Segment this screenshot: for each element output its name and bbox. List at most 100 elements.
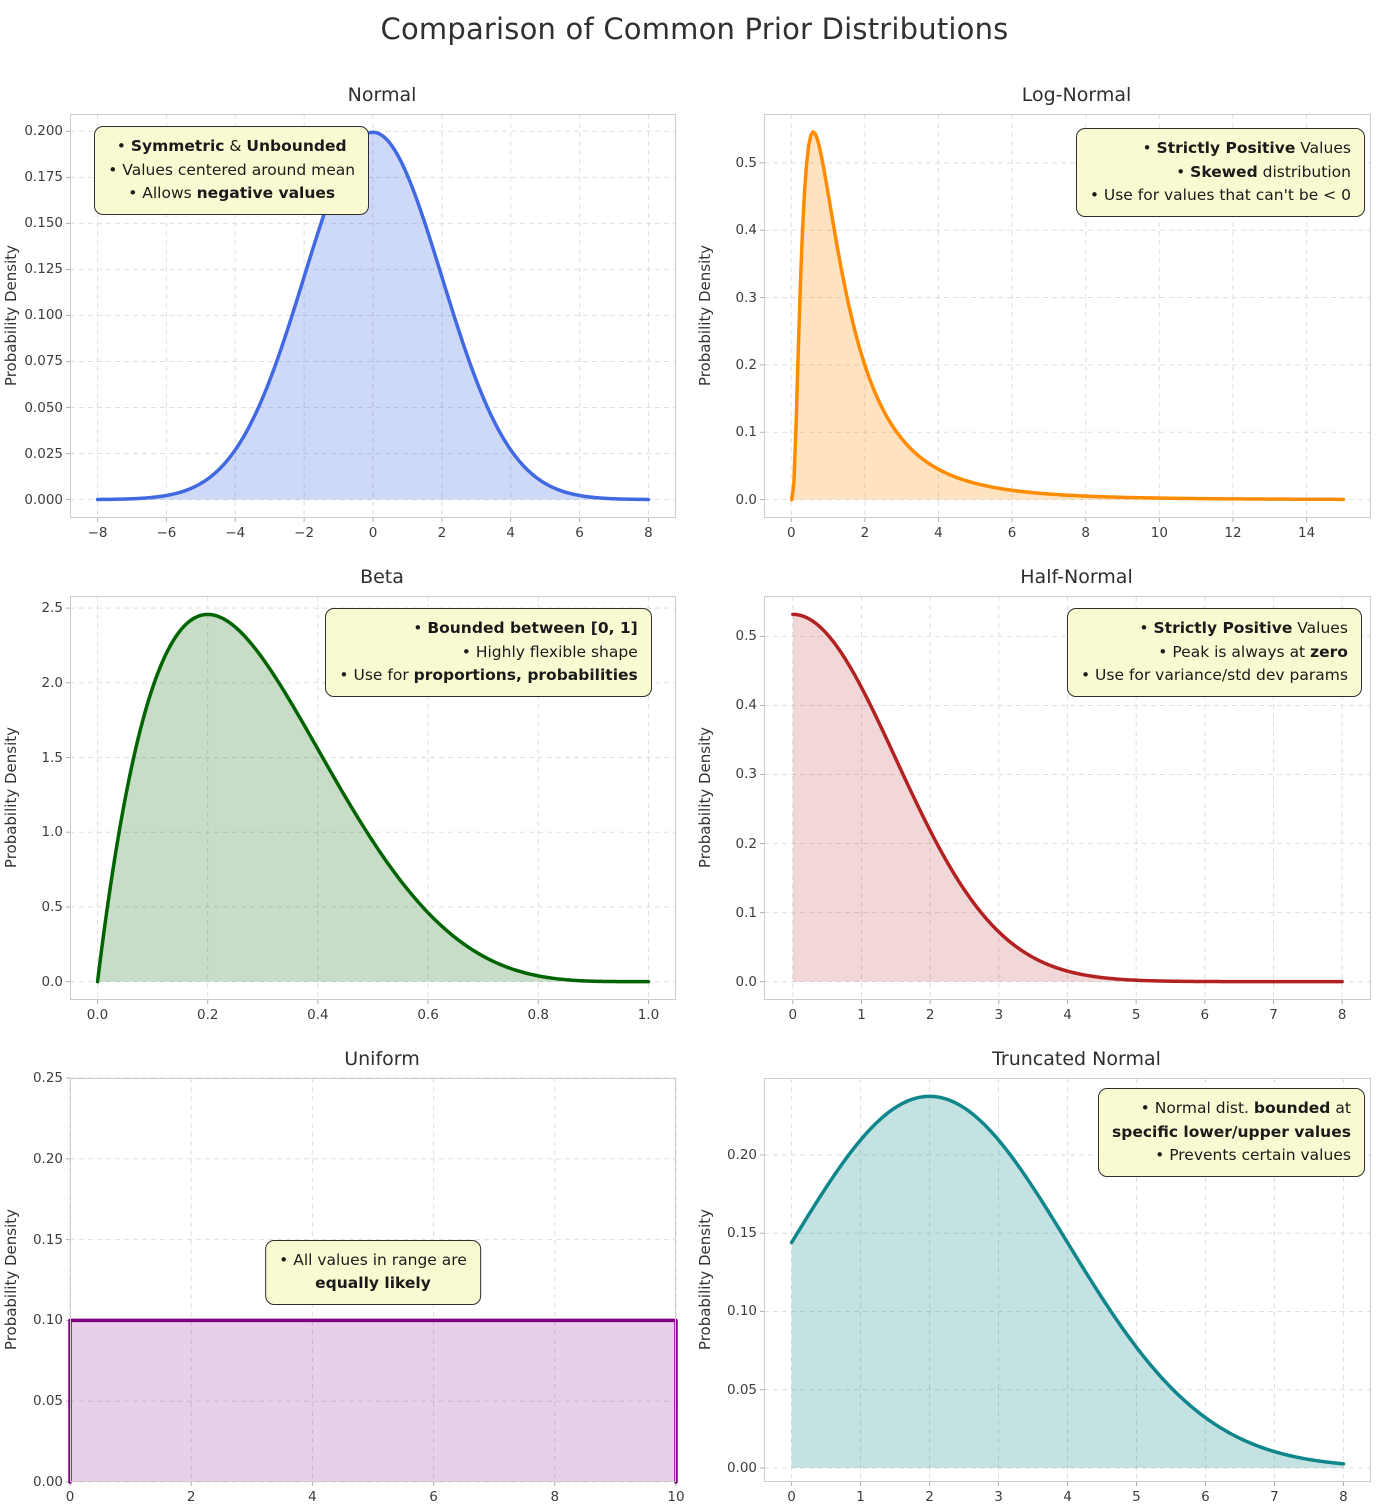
y-tick-label: 0.5 <box>41 898 63 915</box>
y-axis-ticks: 0.0 0.1 0.2 0.3 0.4 0.5 <box>716 596 764 1000</box>
x-tick-label: 12 <box>1224 525 1242 541</box>
distribution-curve <box>789 1094 1346 1466</box>
distribution-curve <box>95 130 651 502</box>
x-tick-label: 2 <box>925 1007 935 1023</box>
chart-beta: Beta Probability Density 0.0 0.5 1.0 1.5 2.0… <box>0 540 694 1023</box>
x-tick-label: 3 <box>994 1007 1004 1023</box>
annotation-box: • Strictly Positive Values • Skewed distr… <box>1075 128 1365 217</box>
x-tick-label: 2 <box>925 1489 934 1505</box>
y-tick-label: 0.4 <box>735 697 757 714</box>
x-tick-label: 14 <box>1297 525 1316 541</box>
annotation-box: • All values in range are equally likely <box>265 1239 481 1305</box>
y-axis-label: Probability Density <box>2 727 20 869</box>
y-tick-label: 0.05 <box>32 1393 63 1410</box>
distribution-fill <box>791 131 1344 500</box>
x-tick-label: 1 <box>856 1489 865 1505</box>
y-tick-label: 0.200 <box>24 123 63 140</box>
y-tick-label: 2.5 <box>41 600 63 617</box>
y-tick-label: 0.10 <box>32 1312 63 1329</box>
plot-area-lognormal: 0 2 4 6 8 10 12 14 • Strictly Positive Values • S… <box>760 114 1371 541</box>
distribution-fill <box>97 132 649 500</box>
x-tick-label: 6 <box>575 525 584 541</box>
annotation-line: • Allows negative values <box>128 184 336 203</box>
x-tick-label: 8 <box>1337 1007 1347 1023</box>
y-tick-label: 0.2 <box>735 356 757 373</box>
plot-area-beta: 0.0 0.2 0.4 0.6 0.8 1.0 • Bounded between [0, … <box>66 596 676 1023</box>
x-tick-label: 0 <box>788 1007 798 1023</box>
distribution-curve <box>789 130 1346 502</box>
y-axis-label: Probability Density <box>2 1209 20 1351</box>
x-tick-label: 8 <box>1081 525 1091 541</box>
y-tick-label: 0.1 <box>735 424 757 441</box>
y-axis-label: Probability Density <box>696 1209 714 1351</box>
plot-area-truncnormal: 0 1 2 3 4 5 6 7 8 • Normal dist. bounded at specif… <box>760 1078 1371 1505</box>
x-tick-label: 0 <box>65 1489 75 1505</box>
annotation-line: • Symmetric & Unbounded <box>116 137 347 156</box>
y-tick-label: 1.5 <box>41 749 63 766</box>
x-tick-label: 4 <box>934 525 943 541</box>
plot-frame <box>764 114 1371 518</box>
y-tick-label: 0.20 <box>726 1146 757 1163</box>
annotation-line: specific lower/upper values <box>1112 1122 1351 1141</box>
x-tick-label: 2 <box>186 1489 196 1505</box>
y-tick-label: 0.4 <box>735 222 757 239</box>
chart-halfnormal: Half-Normal Probability Density 0.0 0.1 0.… <box>694 540 1389 1023</box>
x-tick-label: 6 <box>1007 525 1017 541</box>
chart-title-halfnormal: Half-Normal <box>1020 566 1133 588</box>
distribution-fill <box>97 614 649 982</box>
halfnormal-svg <box>760 596 1371 1004</box>
x-tick-label: 6 <box>1200 1007 1210 1023</box>
x-tick-label: 8 <box>1339 1489 1348 1505</box>
chart-title-normal: Normal <box>347 84 417 106</box>
x-tick-label: 0.2 <box>196 1007 219 1023</box>
tick-marks <box>66 607 649 1004</box>
plot-area-normal: −8 −6 −4 −2 0 2 4 6 8 • Symmetric & Unbounded • Va… <box>66 114 676 541</box>
plot-frame <box>70 1078 676 1482</box>
x-tick-label: 0 <box>368 525 378 541</box>
x-tick-label: −4 <box>225 525 246 541</box>
plot-area-halfnormal: 0 1 2 3 4 5 6 7 8 • Strictly Positive Values • Pea… <box>760 596 1371 1023</box>
y-tick-label: 0.175 <box>24 169 63 186</box>
y-axis-ticks: 0.00 0.05 0.10 0.15 0.20 0.25 <box>22 1070 70 1490</box>
y-tick-label: 0.5 <box>735 154 757 171</box>
x-tick-label: 7 <box>1270 1489 1279 1505</box>
chart-normal: Normal Probability Density 0.000 0.025 0.0… <box>0 58 694 541</box>
chart-title-beta: Beta <box>360 566 404 588</box>
y-tick-label: 0.05 <box>726 1381 757 1398</box>
annotation-line: • Use for variance/std dev params <box>1080 666 1348 685</box>
annotation-line: • Normal dist. bounded at <box>1140 1099 1351 1118</box>
x-tick-label: 3 <box>994 1489 1003 1505</box>
y-tick-label: 0.125 <box>24 261 63 278</box>
beta-svg <box>66 596 676 1004</box>
y-tick-label: 0.5 <box>735 628 757 645</box>
annotation-box: • Bounded between [0, 1] • Highly flexibl… <box>325 608 652 697</box>
x-tick-label: 1 <box>857 1007 866 1023</box>
x-tick-label: 5 <box>1132 1489 1141 1505</box>
distribution-curve <box>791 612 1344 984</box>
x-tick-label: 1.0 <box>637 1007 660 1023</box>
y-tick-label: 1.0 <box>41 824 63 841</box>
annotation-line: • All values in range are <box>279 1250 467 1269</box>
tick-marks <box>66 130 649 522</box>
distribution-curve <box>95 612 651 984</box>
annotation-line: • Strictly Positive Values <box>1142 139 1351 158</box>
x-tick-label: 10 <box>667 1489 685 1505</box>
chart-lognormal: Log-Normal Probability Density 0.0 0.1 0.2… <box>694 58 1389 541</box>
plot-frame <box>764 1078 1371 1482</box>
y-tick-label: 0.0 <box>41 973 63 990</box>
chart-title-uniform: Uniform <box>344 1048 420 1070</box>
chart-title-truncnormal: Truncated Normal <box>992 1048 1161 1070</box>
x-tick-label: 0 <box>787 1489 796 1505</box>
distribution-fill <box>70 1320 676 1482</box>
figure-title: Comparison of Common Prior Distributions <box>380 12 1009 46</box>
x-tick-label: 7 <box>1269 1007 1278 1023</box>
y-tick-label: 0.10 <box>726 1303 757 1320</box>
x-tick-label: −2 <box>294 525 315 541</box>
y-tick-label: 0.3 <box>735 289 757 306</box>
annotation-line: equally likely <box>315 1274 431 1293</box>
annotation-box: • Normal dist. bounded at specific lower/… <box>1098 1088 1365 1177</box>
y-tick-label: 0.100 <box>24 307 63 324</box>
x-tick-label: −6 <box>156 525 177 541</box>
y-tick-label: 0.050 <box>24 399 63 416</box>
y-tick-label: 0.0 <box>735 973 757 990</box>
